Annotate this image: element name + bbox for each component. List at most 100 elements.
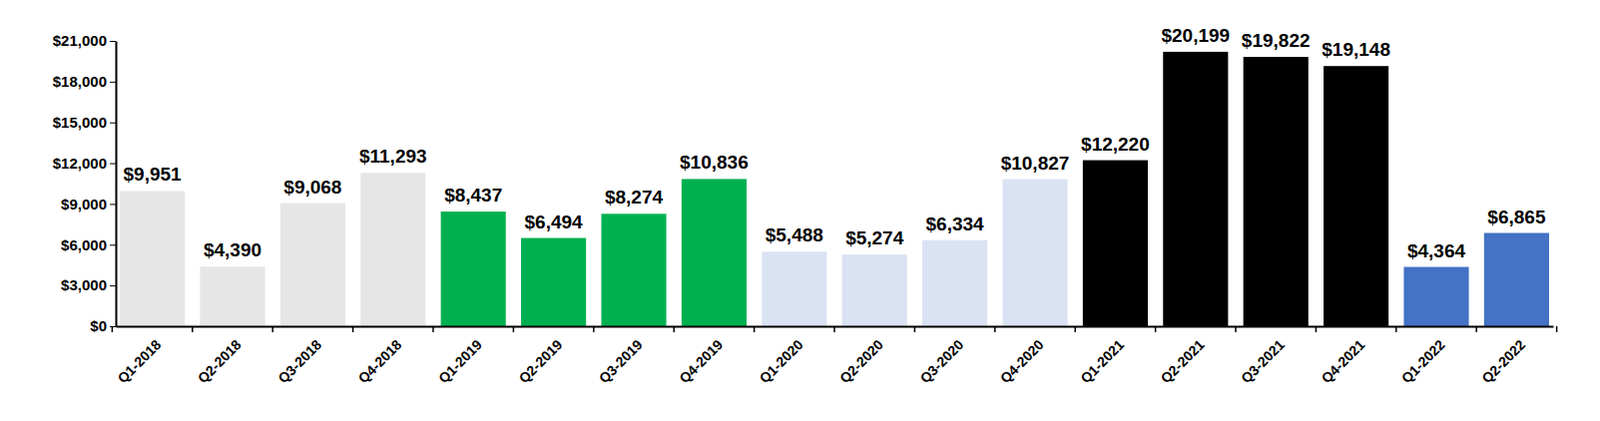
x-tick: Q3-2019 <box>595 326 646 387</box>
x-tick-label: Q2-2018 <box>194 336 245 387</box>
y-axis: $0 $3,000 $6,000 $9,000 $12,000 $15,000 $18,00… <box>52 31 117 335</box>
data-labels: $9,951$4,390$9,068$11,293$8,437$6,494$8,… <box>123 24 1547 262</box>
chart: $0 $3,000 $6,000 $9,000 $12,000 $15,000 $18,00… <box>0 0 1600 421</box>
category-separator <box>271 326 274 333</box>
data-label: $8,274 <box>604 186 664 208</box>
data-label: $10,836 <box>679 151 749 173</box>
y-tick-label: $3,000 <box>60 276 107 294</box>
x-tick: Q1-2018 <box>113 326 164 387</box>
data-label: $4,390 <box>203 239 262 261</box>
y-tick-label: $18,000 <box>52 72 107 90</box>
x-tick-label: Q1-2019 <box>435 336 486 387</box>
x-tick-label: Q3-2019 <box>595 336 646 387</box>
x-tick: Q2-2019 <box>515 326 565 387</box>
x-tick: Q4-2021 <box>1317 326 1368 387</box>
y-tick: $15,000 <box>52 113 116 131</box>
bar <box>521 238 586 327</box>
x-axis: Q1-2018 Q2-2018 Q3-2018 Q4-2018 Q1-2019 Q2-20… <box>113 326 1554 387</box>
category-separator <box>1556 326 1559 333</box>
y-tick-mark <box>109 244 116 246</box>
data-label: $9,951 <box>123 163 183 185</box>
x-tick-label: Q2-2022 <box>1478 336 1529 387</box>
x-tick-label: Q4-2019 <box>675 336 726 387</box>
x-tick-label: Q1-2018 <box>113 336 164 387</box>
data-label: $19,822 <box>1241 29 1311 51</box>
x-tick-label: Q2-2021 <box>1157 336 1208 387</box>
x-tick: Q3-2018 <box>274 326 325 387</box>
x-tick: Q4-2020 <box>997 326 1048 387</box>
bar <box>1243 56 1309 327</box>
x-tick-label: Q3-2021 <box>1237 336 1288 387</box>
bar <box>119 190 185 327</box>
x-tick: Q2-2018 <box>194 326 245 387</box>
x-tick: Q4-2019 <box>675 326 726 387</box>
data-label: $6,494 <box>525 211 584 233</box>
data-label: $10,827 <box>1001 152 1070 174</box>
y-tick-mark <box>109 203 116 205</box>
y-tick: $21,000 <box>52 31 116 49</box>
y-tick-mark <box>109 285 116 287</box>
y-tick: $0 <box>89 317 116 335</box>
category-separator <box>352 326 355 333</box>
x-tick: Q4-2018 <box>355 326 406 387</box>
y-tick-mark <box>109 40 116 42</box>
x-tick: Q3-2021 <box>1237 326 1288 387</box>
category-separator <box>1315 326 1318 333</box>
y-tick-label: $12,000 <box>52 154 107 172</box>
y-tick: $3,000 <box>60 276 116 294</box>
bars <box>119 51 1550 327</box>
bar <box>681 178 747 327</box>
x-tick: Q1-2020 <box>756 326 807 387</box>
category-separator <box>753 326 756 333</box>
bar <box>1484 233 1550 327</box>
category-separator <box>833 326 836 333</box>
bar <box>360 172 426 327</box>
y-tick-label: $9,000 <box>60 195 107 213</box>
category-separator <box>1073 326 1076 333</box>
x-tick-label: Q4-2020 <box>997 336 1048 387</box>
bar <box>280 203 346 327</box>
x-tick-label: Q1-2022 <box>1398 336 1449 387</box>
category-separator <box>592 326 595 333</box>
x-tick: Q3-2020 <box>916 326 967 387</box>
x-tick-label: Q1-2020 <box>756 336 807 387</box>
bar <box>1162 51 1228 327</box>
x-tick-label: Q3-2020 <box>916 336 967 387</box>
category-separator <box>1154 326 1157 333</box>
x-tick: Q2-2022 <box>1478 326 1529 387</box>
data-label: $9,068 <box>283 176 342 198</box>
y-tick: $6,000 <box>60 236 116 254</box>
x-tick: Q2-2020 <box>836 326 887 387</box>
category-separator <box>513 326 516 333</box>
x-tick-label: Q4-2018 <box>355 336 406 387</box>
bar <box>761 251 827 327</box>
x-tick: Q2-2021 <box>1157 326 1208 387</box>
x-tick: Q1-2022 <box>1398 326 1449 387</box>
category-separator <box>111 326 114 333</box>
y-tick-label: $0 <box>89 317 107 335</box>
x-tick-label: Q1-2021 <box>1076 336 1127 387</box>
y-axis-line <box>115 41 118 328</box>
bar <box>1323 65 1389 327</box>
data-label: $12,220 <box>1080 133 1150 155</box>
x-tick-label: Q2-2020 <box>836 336 887 387</box>
data-label: $20,199 <box>1160 24 1230 46</box>
data-label: $5,274 <box>845 227 905 249</box>
category-separator <box>191 326 194 333</box>
y-tick: $18,000 <box>52 72 116 90</box>
y-tick-label: $21,000 <box>52 31 107 49</box>
bar <box>842 254 908 327</box>
y-tick-mark <box>109 81 116 83</box>
category-separator <box>1475 326 1478 333</box>
x-tick-label: Q3-2018 <box>274 336 325 387</box>
y-tick: $9,000 <box>60 195 116 213</box>
category-separator <box>914 326 917 333</box>
x-tick: Q1-2021 <box>1076 326 1127 387</box>
bar <box>199 266 265 327</box>
x-tick-label: Q2-2019 <box>515 336 565 387</box>
data-label: $11,293 <box>359 145 428 167</box>
data-label: $5,488 <box>765 224 824 246</box>
bar <box>1082 160 1148 327</box>
category-separators <box>111 326 1557 333</box>
data-label: $19,148 <box>1321 38 1391 60</box>
